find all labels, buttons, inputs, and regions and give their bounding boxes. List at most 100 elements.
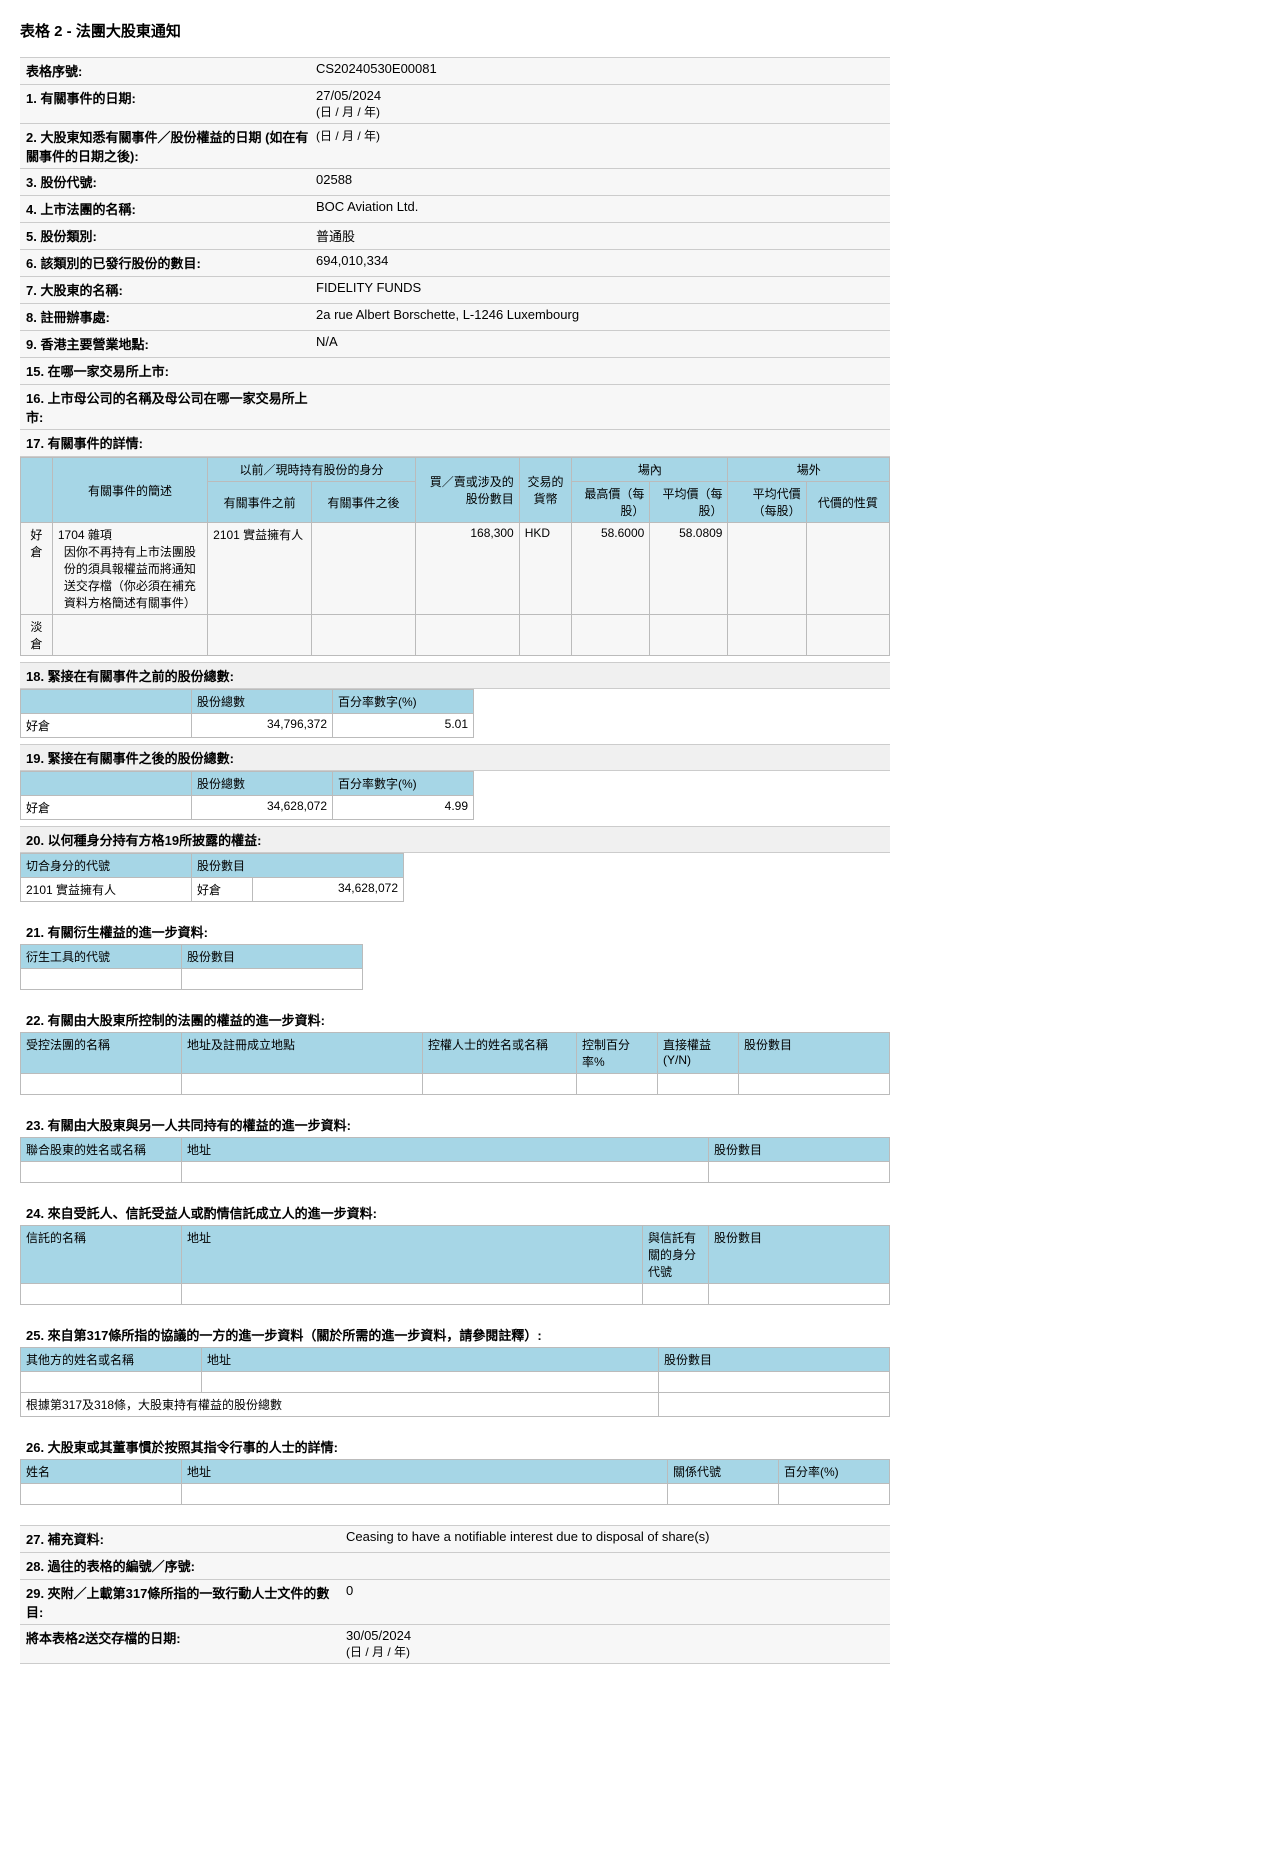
table-23: 聯合股東的姓名或名稱 地址 股份數目 (20, 1137, 890, 1183)
page-title: 表格 2 - 法團大股東通知 (20, 20, 890, 41)
value (346, 1556, 884, 1576)
row-label: 好倉 (21, 796, 192, 820)
label: 4. 上市法團的名稱: (26, 199, 316, 219)
label: 5. 股份類別: (26, 226, 316, 246)
value: 02588 (316, 172, 884, 192)
date-format: (日 / 月 / 年) (316, 127, 884, 144)
row-8: 8. 註冊辦事處: 2a rue Albert Borschette, L-12… (20, 304, 890, 331)
label: 8. 註冊辦事處: (26, 307, 316, 327)
th-shares: 股份數目 (739, 1033, 890, 1074)
value: 2a rue Albert Borschette, L-1246 Luxembo… (316, 307, 884, 327)
table-25: 其他方的姓名或名稱 地址 股份數目 根據第317及318條，大股東持有權益的股份… (20, 1347, 890, 1417)
row-label: 好倉 (21, 714, 192, 738)
cell-currency: HKD (519, 523, 571, 615)
section-20-title: 20. 以何種身分持有方格19所披露的權益: (20, 826, 890, 853)
event-note: 因你不再持有上市法團股份的須具報權益而將通知送交存檔（你必須在補充資料方格簡述有… (58, 543, 202, 611)
th-shares: 股份數目 (659, 1348, 890, 1372)
label: 15. 在哪一家交易所上市: (26, 361, 316, 381)
label: 3. 股份代號: (26, 172, 316, 192)
event-row-long: 好倉 1704 雜項 因你不再持有上市法團股份的須具報權益而將通知送交存檔（你必… (21, 523, 890, 615)
th-capacity-group: 以前／現時持有股份的身分 (208, 458, 416, 482)
row-2: 2. 大股東知悉有關事件／股份權益的日期 (如在有關事件的日期之後): (日 /… (20, 124, 890, 169)
th-pct: 百分率(%) (779, 1460, 890, 1484)
section-26-title: 26. 大股東或其董事慣於按照其指令行事的人士的詳情: (20, 1423, 890, 1459)
th-name: 其他方的姓名或名稱 (21, 1348, 202, 1372)
cell-pct: 4.99 (333, 796, 474, 820)
pos-label: 淡倉 (21, 615, 53, 656)
value: 30/05/2024 (日 / 月 / 年) (346, 1628, 884, 1660)
value (316, 388, 884, 426)
th-currency: 交易的貨幣 (519, 458, 571, 523)
th-avg: 平均價（每股） (650, 482, 728, 523)
section-24-title: 24. 來自受託人、信託受益人或酌情信託成立人的進一步資料: (20, 1189, 890, 1225)
date-format: (日 / 月 / 年) (316, 103, 884, 120)
th-position (21, 458, 53, 523)
section-21-title: 21. 有關衍生權益的進一步資料: (20, 908, 890, 944)
cell-nature (806, 523, 889, 615)
label: 7. 大股東的名稱: (26, 280, 316, 300)
footer-label: 根據第317及318條，大股東持有權益的股份總數 (21, 1393, 659, 1417)
th-after: 有關事件之後 (312, 482, 416, 523)
th-ctrl: 控權人士的姓名或名稱 (423, 1033, 577, 1074)
label: 6. 該類別的已發行股份的數目: (26, 253, 316, 273)
th-shares: 股份數目 (182, 945, 363, 969)
label: 28. 過往的表格的編號／序號: (26, 1556, 346, 1576)
cell-after (312, 523, 416, 615)
value: N/A (316, 334, 884, 354)
row-5: 5. 股份類別: 普通股 (20, 223, 890, 250)
section-19-title: 19. 緊接在有關事件之後的股份總數: (20, 744, 890, 771)
table-21: 衍生工具的代號 股份數目 (20, 944, 363, 990)
events-table: 有關事件的簡述 以前／現時持有股份的身分 買／賣或涉及的股份數目 交易的貨幣 場… (20, 457, 890, 656)
th-shares: 股份數目 (192, 854, 404, 878)
section-25-title: 25. 來自第317條所指的協議的一方的進一步資料（關於所需的進一步資料，請參閱… (20, 1311, 890, 1347)
label: 9. 香港主要營業地點: (26, 334, 316, 354)
event-code: 1704 雜項 (58, 528, 112, 542)
label: 2. 大股東知悉有關事件／股份權益的日期 (如在有關事件的日期之後): (26, 127, 316, 165)
value: BOC Aviation Ltd. (316, 199, 884, 219)
th-code: 衍生工具的代號 (21, 945, 182, 969)
th-rel: 與信託有關的身分代號 (643, 1226, 709, 1284)
value: (日 / 月 / 年) (316, 127, 884, 165)
th-brief: 有關事件的簡述 (52, 458, 207, 523)
th-addr: 地址及註冊成立地點 (182, 1033, 423, 1074)
row-filed: 將本表格2送交存檔的日期: 30/05/2024 (日 / 月 / 年) (20, 1625, 890, 1664)
th-before: 有關事件之前 (208, 482, 312, 523)
th-addr: 地址 (202, 1348, 659, 1372)
date: 27/05/2024 (316, 88, 381, 103)
th-addr: 地址 (182, 1460, 668, 1484)
row-17-title: 17. 有關事件的詳情: (20, 430, 890, 457)
row-6: 6. 該類別的已發行股份的數目: 694,010,334 (20, 250, 890, 277)
th-code: 切合身分的代號 (21, 854, 192, 878)
row-4: 4. 上市法團的名稱: BOC Aviation Ltd. (20, 196, 890, 223)
row-serial: 表格序號: CS20240530E00081 (20, 58, 890, 85)
th-shares: 買／賣或涉及的股份數目 (415, 458, 519, 523)
label: 表格序號: (26, 61, 316, 81)
th-pct: 控制百分率% (577, 1033, 658, 1074)
cell-pct: 5.01 (333, 714, 474, 738)
th-rel: 關係代號 (668, 1460, 779, 1484)
form-page: 表格 2 - 法團大股東通知 表格序號: CS20240530E00081 1.… (20, 20, 890, 1664)
th-shares: 股份數目 (709, 1138, 890, 1162)
cell-pos: 好倉 (192, 878, 253, 902)
label: 29. 夾附／上載第317條所指的一致行動人士文件的數目: (26, 1583, 346, 1621)
value: 27/05/2024 (日 / 月 / 年) (316, 88, 884, 120)
cell-code: 2101 實益擁有人 (21, 878, 192, 902)
value (316, 361, 884, 381)
cell-desc: 1704 雜項 因你不再持有上市法團股份的須具報權益而將通知送交存檔（你必須在補… (52, 523, 207, 615)
th-shares: 股份數目 (709, 1226, 890, 1284)
cell-shares: 34,628,072 (253, 878, 404, 902)
value: 694,010,334 (316, 253, 884, 273)
th-high: 最高價（每股） (572, 482, 650, 523)
section-23-title: 23. 有關由大股東與另一人共同持有的權益的進一步資料: (20, 1101, 890, 1137)
th-nature: 代價的性質 (806, 482, 889, 523)
row-27: 27. 補充資料: Ceasing to have a notifiable i… (20, 1526, 890, 1553)
cell-shares: 168,300 (415, 523, 519, 615)
table-19: 股份總數 百分率數字(%) 好倉 34,628,072 4.99 (20, 771, 474, 820)
th-addr: 地址 (182, 1226, 643, 1284)
cell-total: 34,628,072 (192, 796, 333, 820)
th-name: 聯合股東的姓名或名稱 (21, 1138, 182, 1162)
cell-avgoff (728, 523, 806, 615)
footer-section: 27. 補充資料: Ceasing to have a notifiable i… (20, 1525, 890, 1664)
table-18: 股份總數 百分率數字(%) 好倉 34,796,372 5.01 (20, 689, 474, 738)
table-22: 受控法團的名稱 地址及註冊成立地點 控權人士的姓名或名稱 控制百分率% 直接權益… (20, 1032, 890, 1095)
